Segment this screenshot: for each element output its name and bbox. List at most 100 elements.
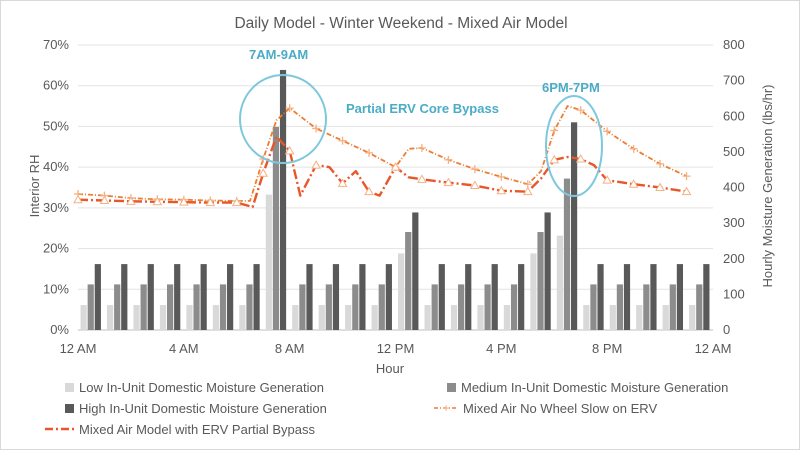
series-marker-no-wheel — [285, 104, 294, 113]
x-tick-label: 12 PM — [377, 341, 415, 356]
annotation-bypass: Partial ERV Core Bypass — [346, 101, 499, 116]
bar — [227, 264, 234, 330]
bar — [583, 305, 590, 330]
legend-swatch-low — [65, 383, 74, 392]
bar — [503, 305, 511, 330]
chart-title: Daily Model - Winter Weekend - Mixed Air… — [234, 15, 567, 32]
series-marker-bypass — [602, 175, 613, 184]
bar — [121, 264, 128, 330]
series-marker-no-wheel — [497, 172, 506, 181]
series-marker-bypass — [417, 174, 427, 183]
y2-tick-label: 400 — [723, 180, 745, 195]
bar — [703, 264, 710, 330]
annotation-circle-evening — [545, 95, 603, 197]
bar — [609, 305, 616, 330]
bar — [570, 122, 578, 331]
x-tick-label: 4 AM — [169, 341, 199, 356]
x-tick-label: 12 AM — [695, 341, 732, 356]
bar — [518, 264, 525, 330]
y-tick-label: 20% — [43, 241, 69, 256]
legend: Low In-Unit Domestic Moisture Generation… — [45, 380, 728, 437]
series-marker-bypass — [311, 160, 321, 169]
series-marker-bypass — [258, 168, 269, 177]
bar — [140, 284, 147, 330]
series-marker-no-wheel — [338, 136, 347, 145]
bar — [643, 284, 650, 330]
series-line-bypass — [77, 135, 687, 209]
bar — [590, 284, 597, 330]
bar — [477, 305, 484, 330]
bar — [385, 264, 392, 330]
bar — [465, 264, 472, 330]
x-tick-label: 8 PM — [592, 341, 622, 356]
x-tick-label: 8 AM — [275, 341, 305, 356]
bar — [662, 305, 669, 330]
bar — [636, 305, 643, 330]
series-marker-bypass — [470, 180, 480, 189]
x-tick-label: 12 AM — [60, 341, 97, 356]
bar — [306, 264, 313, 330]
y-tick-label: 70% — [43, 37, 69, 52]
series-marker-bypass — [390, 162, 401, 171]
bar — [299, 284, 306, 330]
y2-tick-label: 500 — [723, 144, 745, 159]
bar — [676, 264, 684, 330]
series-line-no-wheel — [77, 105, 687, 202]
bar — [94, 264, 101, 330]
bar — [484, 284, 491, 330]
bar — [412, 212, 419, 330]
bar — [544, 212, 551, 330]
legend-label-medium: Medium In-Unit Domestic Moisture Generat… — [461, 380, 728, 395]
bar — [491, 264, 498, 330]
bar — [398, 253, 405, 330]
bar — [458, 284, 465, 330]
bar — [345, 305, 352, 330]
bar — [106, 305, 114, 330]
y2-tick-label: 100 — [723, 286, 745, 301]
bar — [438, 264, 445, 330]
bar — [689, 305, 696, 330]
series-marker-bypass — [152, 196, 163, 206]
bar — [200, 264, 207, 330]
y2-tick-label: 200 — [723, 251, 745, 266]
bar — [371, 305, 378, 330]
bar — [431, 284, 438, 330]
bar — [378, 284, 385, 330]
series-marker-no-wheel — [629, 144, 638, 153]
x-axis-title: Hour — [376, 361, 405, 376]
bar — [563, 178, 571, 330]
series-marker-no-wheel — [365, 148, 374, 157]
bar — [159, 305, 167, 330]
bar — [650, 264, 657, 330]
annotation-circle-morning — [239, 74, 327, 164]
y2-axis-title: Hourly Moisture Generation (lbs/hr) — [760, 84, 775, 287]
bar — [265, 194, 272, 330]
bar — [318, 305, 325, 330]
series-marker-no-wheel — [312, 124, 321, 133]
annotation-evening: 6PM-7PM — [542, 80, 600, 95]
bar — [332, 264, 340, 330]
bar — [246, 284, 253, 330]
series-marker-bypass — [73, 194, 83, 204]
bar — [147, 264, 154, 330]
bar — [174, 264, 181, 330]
series-marker-no-wheel — [417, 144, 426, 153]
bar — [212, 305, 220, 330]
x-tick-label: 4 PM — [486, 341, 516, 356]
series-marker-bypass — [655, 182, 665, 191]
bar — [193, 284, 200, 330]
bar — [530, 253, 537, 330]
y-tick-label: 40% — [43, 159, 69, 174]
series-marker-no-wheel — [470, 165, 479, 174]
series-marker-bypass — [178, 197, 189, 206]
y-tick-label: 0% — [50, 322, 69, 337]
series-marker-no-wheel — [682, 172, 691, 181]
legend-marker-no-wheel: + — [442, 401, 449, 415]
bar — [272, 126, 280, 330]
y2-tick-label: 700 — [723, 73, 745, 88]
bar — [359, 264, 366, 330]
bar — [510, 284, 518, 330]
bar — [114, 284, 121, 330]
series-marker-no-wheel — [444, 155, 453, 164]
